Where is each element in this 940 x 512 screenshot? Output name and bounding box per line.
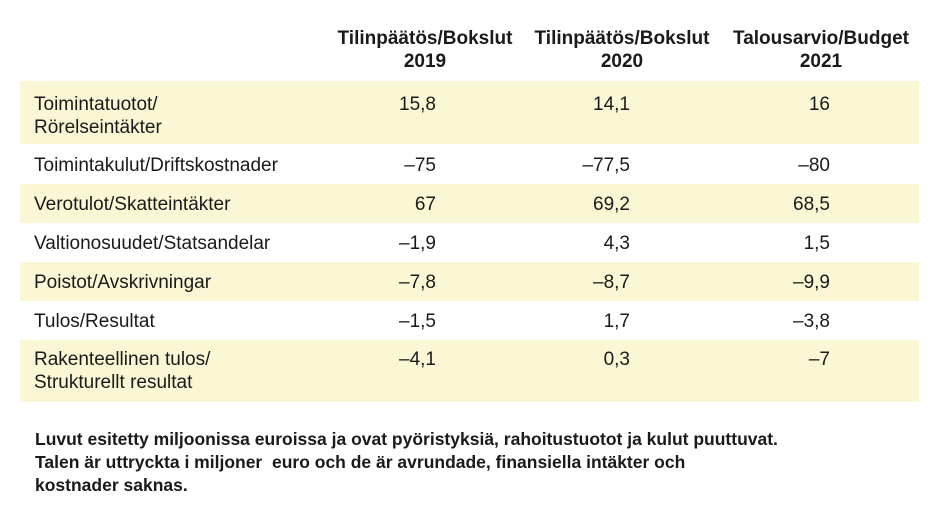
value-2021: –7 [808, 349, 830, 370]
column-header-2019: Tilinpäätös/Bokslut 2019 [330, 27, 520, 73]
column-header-title: Tilinpäätös/Bokslut [337, 28, 513, 49]
value-2020: 0,3 [603, 349, 630, 370]
value-2021: 68,5 [793, 194, 830, 215]
table-row: Tulos/Resultat –1,5 1,7 –3,8 [20, 301, 919, 340]
row-label: Rakenteellinen tulos/ Strukturellt resul… [34, 349, 211, 393]
table-row: Poistot/Avskrivningar –7,8 –8,7 –9,9 [20, 262, 919, 301]
column-header-title: Tilinpäätös/Bokslut [534, 28, 710, 49]
value-2019: –1,9 [399, 233, 436, 254]
value-2021: –9,9 [793, 272, 830, 293]
table-row: Toimintatuotot/ Rörelseintäkter 15,8 14,… [20, 81, 919, 144]
finance-table: Toimintatuotot/ Rörelseintäkter 15,8 14,… [20, 81, 919, 402]
table-row: Rakenteellinen tulos/ Strukturellt resul… [20, 340, 919, 402]
column-header-year: 2019 [403, 51, 447, 72]
column-header-year: 2020 [600, 51, 644, 72]
value-2019: –1,5 [399, 311, 436, 332]
footnote-line: kostnader saknas. [35, 475, 188, 495]
value-2021: 16 [808, 94, 830, 115]
row-label: Valtionosuudet/Statsandelar [34, 233, 271, 254]
value-2020: 14,1 [593, 94, 630, 115]
table-row: Toimintakulut/Driftskostnader –75 –77,5 … [20, 144, 919, 184]
value-2019: –7,8 [399, 272, 436, 293]
value-2020: 1,7 [603, 311, 630, 332]
value-2019: –4,1 [399, 349, 436, 370]
column-header-2020: Tilinpäätös/Bokslut 2020 [526, 27, 718, 73]
column-header-title: Talousarvio/Budget [733, 28, 909, 49]
footnote-line: Talen är uttryckta i miljoner euro och d… [35, 452, 686, 472]
value-2020: –8,7 [593, 272, 630, 293]
footnote: Luvut esitetty miljoonissa euroissa ja o… [35, 428, 925, 497]
value-2019: 67 [414, 194, 436, 215]
row-label: Toimintatuotot/ Rörelseintäkter [34, 94, 162, 138]
value-2019: –75 [404, 155, 436, 176]
row-label: Toimintakulut/Driftskostnader [34, 155, 278, 176]
value-2020: 69,2 [593, 194, 630, 215]
value-2021: –3,8 [793, 311, 830, 332]
column-header-2021: Talousarvio/Budget 2021 [724, 27, 918, 73]
row-label: Verotulot/Skatteintäkter [34, 194, 231, 215]
column-header-year: 2021 [799, 51, 843, 72]
value-2020: 4,3 [603, 233, 630, 254]
value-2020: –77,5 [582, 155, 630, 176]
table-row: Verotulot/Skatteintäkter 67 69,2 68,5 [20, 184, 919, 223]
row-label: Tulos/Resultat [34, 311, 155, 332]
value-2021: 1,5 [803, 233, 830, 254]
row-label: Poistot/Avskrivningar [34, 272, 212, 293]
value-2021: –80 [798, 155, 830, 176]
footnote-line: Luvut esitetty miljoonissa euroissa ja o… [35, 429, 778, 449]
value-2019: 15,8 [399, 94, 436, 115]
table-row: Valtionosuudet/Statsandelar –1,9 4,3 1,5 [20, 223, 919, 262]
